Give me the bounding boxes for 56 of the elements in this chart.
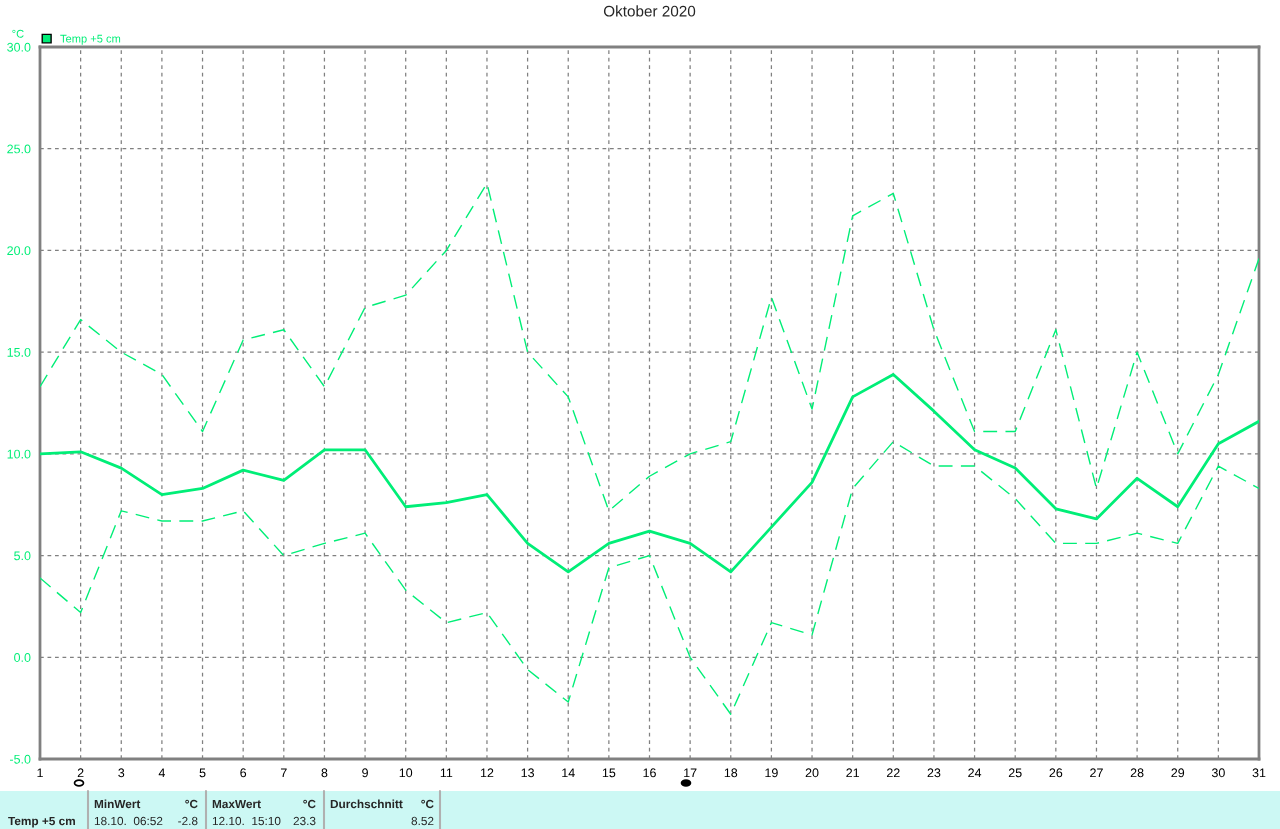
x-tick-label: 11 (440, 768, 453, 778)
text: Temp +5 cm (8, 816, 75, 828)
x-tick-label: 12 (480, 768, 494, 778)
x-tick-label: 8 (321, 768, 328, 778)
x-tick-label: 24 (968, 768, 982, 778)
x-tick-label: 10 (399, 768, 413, 778)
x-tick-label: 9 (362, 768, 368, 778)
line-series (40, 373, 1259, 574)
x-tick-label: 28 (1130, 768, 1144, 778)
line-series (40, 440, 1259, 715)
x-tick-label: 29 (1171, 768, 1185, 778)
x-tick-label: 31 (1252, 768, 1266, 778)
x-tick-label: 15 (602, 768, 616, 778)
x-tick-label: 5 (199, 768, 206, 778)
text: -2.8 (178, 816, 198, 826)
text: °C (421, 799, 434, 809)
y-tick-label: 10.0 (7, 449, 31, 459)
text: 23.3 (293, 816, 316, 826)
x-tick-label: 6 (240, 768, 247, 778)
text: 8.52 (411, 816, 434, 826)
x-tick-label: 4 (158, 768, 166, 778)
y-tick-label: 15.0 (7, 347, 31, 357)
x-tick-label: 2 (77, 768, 84, 778)
y-tick-label: 30.0 (7, 42, 31, 52)
text: 12.10. 15:10 (212, 816, 281, 826)
x-tick-label: 22 (886, 768, 900, 778)
x-tick-label: 18 (724, 768, 738, 778)
x-tick-label: 20 (805, 768, 819, 778)
x-tick-label: 1 (37, 768, 43, 778)
x-tick-label: 16 (643, 768, 656, 778)
chart-title: Oktober 2020 (603, 5, 696, 17)
x-tick-label: 7 (280, 768, 287, 778)
y-tick-label: 0.0 (14, 653, 31, 662)
text: Durchschnitt (330, 799, 403, 809)
text: °C (303, 799, 316, 809)
x-tick-label: 30 (1211, 768, 1225, 778)
x-tick-label: 27 (1090, 768, 1103, 778)
text: MaxWert (212, 799, 261, 809)
y-tick-label: 20.0 (7, 246, 31, 256)
y-tick-label: 5.0 (14, 551, 31, 561)
legend-label: Temp +5 cm (60, 34, 121, 45)
x-tick-label: 13 (521, 768, 534, 778)
y-tick-label: -5.0 (9, 754, 31, 764)
x-tick-label: 26 (1049, 768, 1063, 778)
text: MinWert (94, 799, 141, 809)
x-tick-label: 23 (927, 768, 941, 778)
x-tick-label: 25 (1008, 768, 1022, 778)
x-tick-label: 17 (684, 768, 697, 778)
y-tick-label: 25.0 (7, 144, 31, 154)
text: 18.10. 06:52 (94, 816, 163, 826)
x-tick-label: 14 (562, 768, 575, 778)
x-tick-label: 19 (765, 768, 778, 778)
y-axis-title: °C (12, 29, 24, 38)
x-tick-label: 21 (846, 768, 860, 778)
x-tick-label: 3 (118, 768, 125, 778)
text: °C (185, 799, 198, 809)
